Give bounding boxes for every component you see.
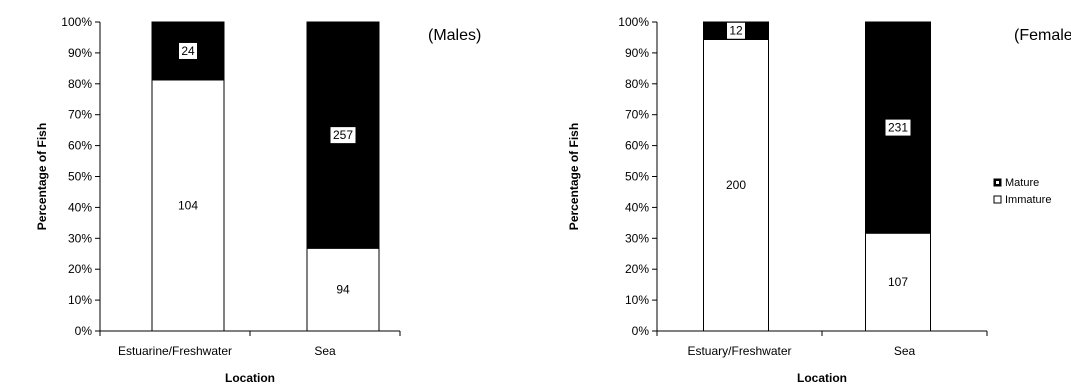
data-label-mature: 24: [181, 44, 195, 58]
y-axis-title: Percentage of Fish: [35, 123, 49, 230]
y-tick-label: 10%: [625, 293, 649, 307]
data-label-immature: 107: [888, 275, 908, 289]
y-tick-label: 10%: [68, 293, 92, 307]
data-label-bg: [179, 42, 197, 59]
bar-immature-1: [306, 247, 380, 332]
x-axis-title: Location: [797, 371, 847, 385]
x-tick-label: Sea: [894, 344, 916, 358]
y-tick-label: 60%: [625, 139, 649, 153]
x-axis-title: Location: [225, 371, 275, 385]
y-tick-label: 100%: [61, 15, 92, 29]
legend: Mature Immature: [993, 177, 1051, 206]
y-tick-label: 0%: [75, 324, 93, 338]
data-label-bg: [727, 22, 745, 39]
legend-label-mature: Mature: [1005, 177, 1039, 189]
data-label-immature: 200: [726, 178, 746, 192]
y-tick-label: 70%: [625, 108, 649, 122]
y-tick-label: 50%: [625, 170, 649, 184]
y-tick-label: 90%: [625, 46, 649, 60]
x-tick-label: Estuary/Freshwater: [687, 344, 791, 358]
bar-immature-0: [151, 79, 225, 332]
bar-immature-0: [703, 38, 769, 332]
data-label-mature: 12: [729, 24, 743, 38]
y-tick-label: 30%: [625, 231, 649, 245]
data-label-mature: 231: [888, 121, 908, 135]
panel-label: (Males): [428, 27, 481, 44]
data-label-immature: 94: [336, 283, 350, 297]
y-tick-label: 40%: [68, 200, 92, 214]
data-label-bg: [885, 119, 911, 136]
data-label-bg: [330, 127, 356, 144]
x-tick-label: Sea: [314, 344, 336, 358]
panel-label: (Females): [1014, 27, 1071, 44]
y-tick-label: 0%: [632, 324, 650, 338]
y-tick-label: 20%: [625, 262, 649, 276]
y-tick-label: 80%: [68, 77, 92, 91]
bar-mature-1: [865, 21, 931, 234]
y-tick-label: 40%: [625, 200, 649, 214]
data-label-immature: 104: [178, 198, 198, 212]
data-label-mature: 257: [333, 128, 353, 142]
y-tick-label: 80%: [625, 77, 649, 91]
y-tick-label: 70%: [68, 108, 92, 122]
bar-immature-1: [865, 232, 931, 332]
y-tick-label: 50%: [68, 170, 92, 184]
x-tick-label: Estuarine/Freshwater: [118, 344, 232, 358]
y-tick-label: 100%: [618, 15, 649, 29]
y-tick-label: 30%: [68, 231, 92, 245]
y-axis-title: Percentage of Fish: [567, 123, 581, 230]
legend-swatch-immature: [993, 195, 1002, 204]
y-tick-label: 20%: [68, 262, 92, 276]
y-tick-label: 60%: [68, 139, 92, 153]
y-tick-label: 90%: [68, 46, 92, 60]
females-chart: 0% 10% 20% 30% 40% 50% 60% 70% 80% 90% 100% 200 12 Es…: [567, 15, 1071, 385]
legend-label-immature: Immature: [1005, 194, 1051, 206]
males-chart: 0% 10% 20% 30% 40% 50% 60% 70% 80% 90% 100% 104 24 Es…: [35, 15, 481, 385]
legend-swatch-inner: [996, 181, 999, 184]
